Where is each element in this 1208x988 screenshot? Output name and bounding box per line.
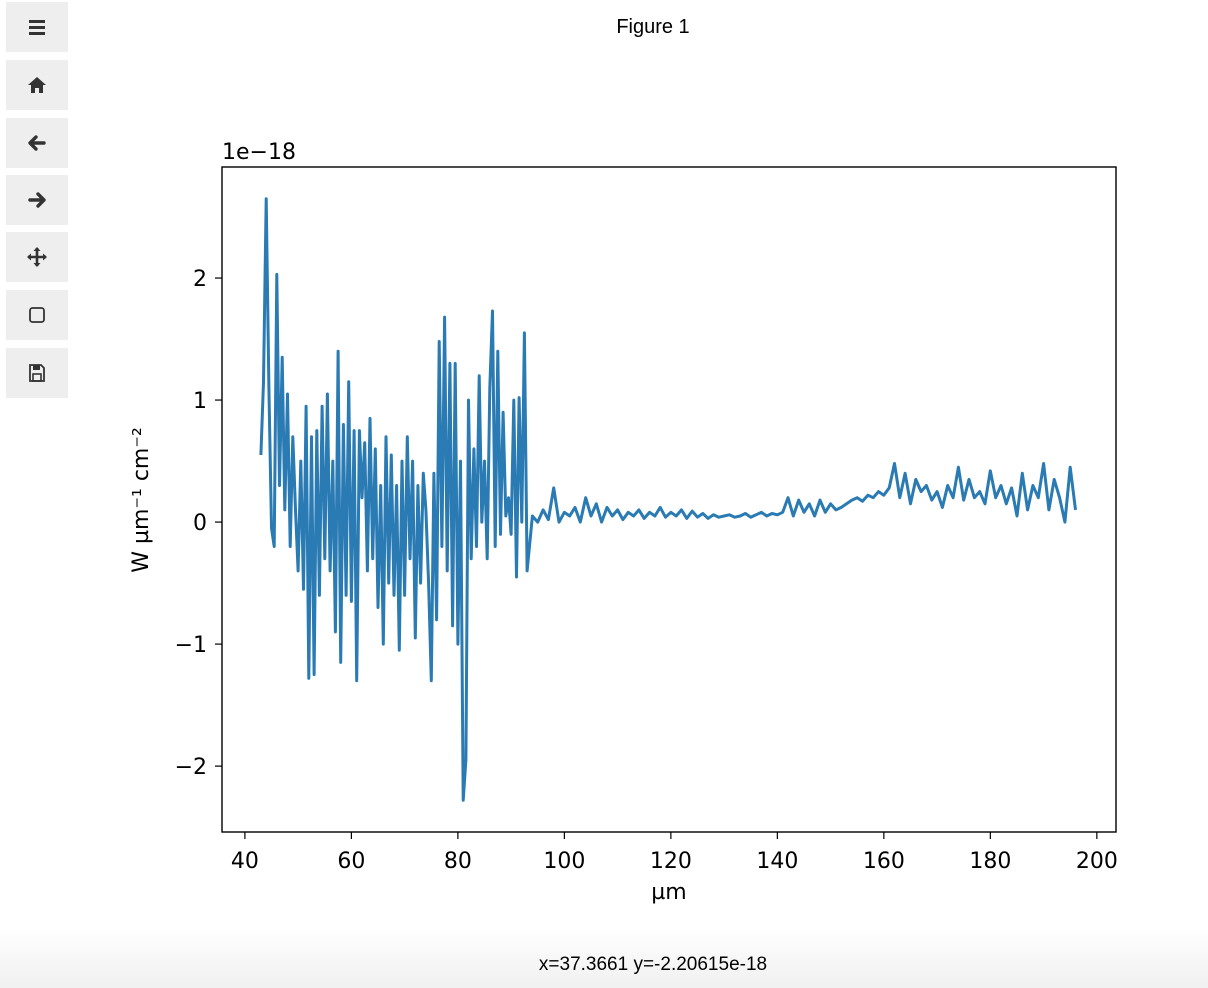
zoom-rect-button[interactable] xyxy=(6,290,68,340)
x-tick-label: 120 xyxy=(650,849,692,874)
y-tick-label: −2 xyxy=(175,755,207,780)
x-tick-label: 60 xyxy=(337,849,365,874)
series-line-spectrum xyxy=(259,197,1077,802)
move-icon xyxy=(27,247,47,267)
hamburger-icon xyxy=(29,20,45,35)
back-button[interactable] xyxy=(6,118,68,168)
x-tick-label: 160 xyxy=(863,849,905,874)
x-axis-label: µm xyxy=(651,880,686,905)
figure-title: Figure 1 xyxy=(616,16,690,38)
arrow-left-icon xyxy=(28,135,46,151)
y-tick-label: −1 xyxy=(175,633,207,658)
axes-frame xyxy=(221,166,1117,833)
arrow-right-icon xyxy=(28,192,46,208)
forward-button[interactable] xyxy=(6,175,68,225)
x-tick-label: 200 xyxy=(1076,849,1118,874)
home-icon xyxy=(28,77,46,93)
zoom-rect-icon xyxy=(29,307,45,323)
pan-button[interactable] xyxy=(6,232,68,282)
download-button[interactable] xyxy=(6,348,68,398)
x-tick-label: 80 xyxy=(444,849,472,874)
status-bar xyxy=(0,928,1208,988)
y-tick-label: 2 xyxy=(193,267,207,292)
y-tick-label: 0 xyxy=(193,511,207,536)
x-tick-label: 140 xyxy=(756,849,798,874)
x-tick-label: 40 xyxy=(231,849,259,874)
x-tick-label: 180 xyxy=(969,849,1011,874)
y-axis-label: W µm⁻¹ cm⁻² xyxy=(129,427,154,573)
x-tick-label: 100 xyxy=(543,849,585,874)
cursor-coordinates: x=37.3661 y=-2.20615e-18 xyxy=(538,954,768,975)
y-offset-text: 1e−18 xyxy=(222,140,296,165)
home-button[interactable] xyxy=(6,60,68,110)
y-tick-label: 1 xyxy=(193,389,207,414)
floppy-disk-icon xyxy=(29,364,45,382)
menu-button[interactable] xyxy=(6,2,68,52)
